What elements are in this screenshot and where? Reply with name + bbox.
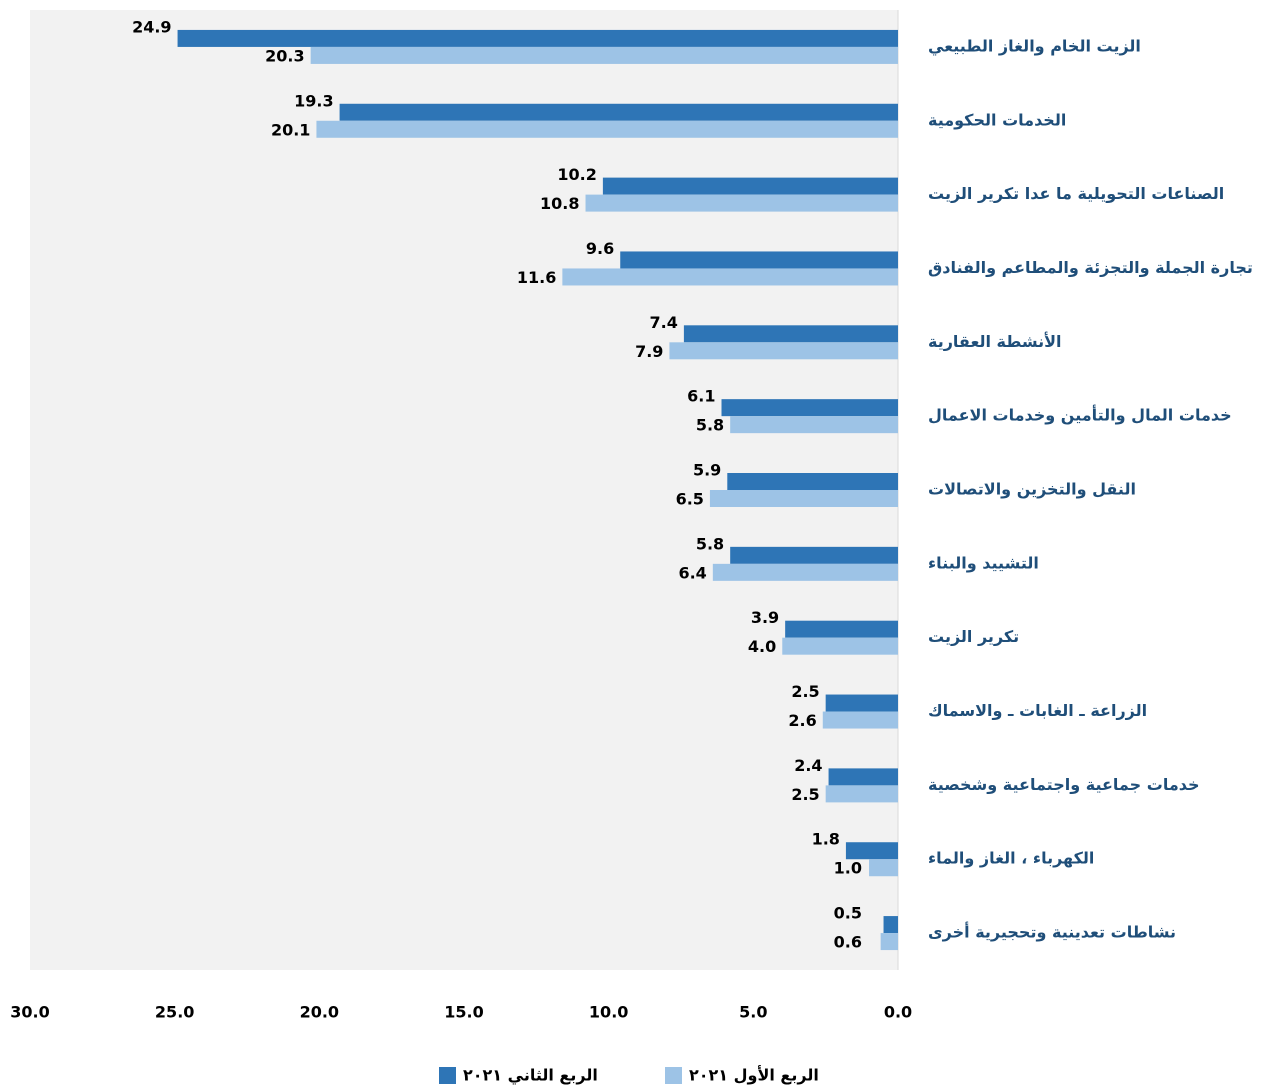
bar xyxy=(339,103,898,121)
data-label: 6.4 xyxy=(678,563,706,582)
bar xyxy=(845,842,898,860)
bar xyxy=(825,785,898,803)
data-label: 2.5 xyxy=(791,682,819,701)
bar xyxy=(712,563,898,581)
data-label: 2.6 xyxy=(788,711,816,730)
data-label: 19.3 xyxy=(294,91,333,110)
x-tick-label: 25.0 xyxy=(155,1003,194,1022)
category-label: الزراعة ـ الغابات ـ والاسماك xyxy=(928,701,1147,720)
bar xyxy=(730,546,898,564)
data-label: 20.3 xyxy=(265,46,304,65)
bar xyxy=(620,251,898,269)
category-label: الكهرباء ، الغاز والماء xyxy=(928,849,1094,868)
data-label: 9.6 xyxy=(586,239,614,258)
data-label: 10.8 xyxy=(540,194,579,213)
data-label: 2.4 xyxy=(794,756,822,775)
data-label: 24.9 xyxy=(132,17,171,36)
bar xyxy=(585,194,898,212)
x-tick-label: 0.0 xyxy=(884,1003,912,1022)
bar xyxy=(177,29,898,47)
bar xyxy=(721,399,898,417)
x-tick-label: 20.0 xyxy=(300,1003,339,1022)
bar xyxy=(785,620,898,638)
data-label: 0.6 xyxy=(834,933,862,952)
bar xyxy=(822,711,898,729)
data-label: 2.5 xyxy=(791,785,819,804)
bar xyxy=(869,859,898,877)
bar xyxy=(669,342,898,360)
bar xyxy=(709,490,898,507)
bar xyxy=(602,177,898,195)
category-label: خدمات المال والتأمين وخدمات الاعمال xyxy=(928,405,1232,425)
bar xyxy=(825,694,898,712)
bar xyxy=(310,46,898,64)
data-label: 4.0 xyxy=(748,637,776,656)
bar xyxy=(880,933,898,951)
legend-label: الربع الأول ٢٠٢١ xyxy=(689,1066,819,1085)
legend-swatch xyxy=(439,1067,456,1084)
bar xyxy=(316,120,898,138)
category-label: نشاطات تعدينية وتحجيرية أخرى xyxy=(928,922,1176,942)
category-label: خدمات جماعية واجتماعية وشخصية xyxy=(928,775,1200,794)
data-label: 5.8 xyxy=(696,534,724,553)
category-label: التشييد والبناء xyxy=(928,553,1039,572)
x-tick-label: 10.0 xyxy=(589,1003,628,1022)
bar xyxy=(727,473,898,490)
data-label: 7.9 xyxy=(635,342,663,361)
x-tick-label: 5.0 xyxy=(739,1003,767,1022)
bar xyxy=(683,325,898,343)
data-label: 6.5 xyxy=(676,490,704,509)
category-label: الخدمات الحكومية xyxy=(928,110,1066,129)
x-tick-label: 30.0 xyxy=(10,1003,49,1022)
bar xyxy=(562,268,898,286)
data-label: 1.0 xyxy=(834,859,862,878)
data-label: 1.8 xyxy=(812,830,840,849)
data-label: 0.5 xyxy=(834,904,862,923)
category-label: الأنشطة العقارية xyxy=(928,332,1062,351)
data-label: 3.9 xyxy=(751,608,779,627)
category-label: تجارة الجملة والتجزئة والمطاعم والفنادق xyxy=(928,258,1253,277)
category-label: الصناعات التحويلية ما عدا تكرير الزيت xyxy=(928,184,1224,203)
bar xyxy=(782,637,898,655)
bar xyxy=(730,416,898,434)
category-label: تكرير الزيت xyxy=(928,627,1019,646)
data-label: 5.9 xyxy=(693,461,721,480)
legend-swatch xyxy=(665,1067,682,1084)
data-label: 6.1 xyxy=(687,387,715,406)
data-label: 10.2 xyxy=(557,165,596,184)
data-label: 5.8 xyxy=(696,416,724,435)
data-label: 7.4 xyxy=(650,313,678,332)
x-tick-label: 15.0 xyxy=(444,1003,483,1022)
category-label: الزيت الخام والغاز الطبيعي xyxy=(928,36,1141,56)
data-label: 20.1 xyxy=(271,120,310,139)
category-label: النقل والتخزين والاتصالات xyxy=(928,480,1136,499)
bar xyxy=(883,916,898,934)
legend-label: الربع الثاني ٢٠٢١ xyxy=(463,1066,598,1086)
data-label: 11.6 xyxy=(517,268,556,287)
bar xyxy=(828,768,898,786)
